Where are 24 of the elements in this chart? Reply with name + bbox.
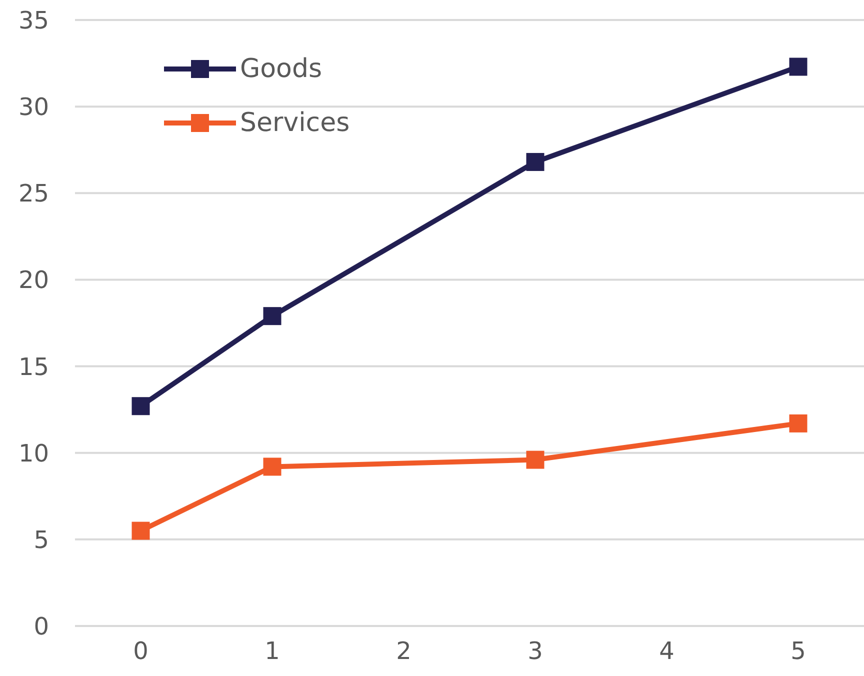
x-tick-label: 3 <box>528 637 543 666</box>
legend-label: Goods <box>240 54 322 84</box>
x-tick-label: 4 <box>659 637 674 666</box>
x-tick-label: 0 <box>133 637 148 666</box>
point <box>789 414 808 432</box>
point <box>132 522 150 540</box>
y-tick-label: 15 <box>18 352 49 381</box>
point <box>263 458 282 476</box>
y-tick-label: 20 <box>18 266 49 294</box>
point <box>132 397 150 416</box>
y-tick-label: 10 <box>18 439 49 468</box>
legend-label: Services <box>240 108 350 138</box>
x-tick-label: 2 <box>396 637 412 666</box>
y-tick-label: 0 <box>34 612 49 641</box>
y-tick-label: 30 <box>18 93 49 122</box>
x-tick-label: 1 <box>264 637 280 666</box>
y-tick-label: 5 <box>34 526 49 554</box>
y-tick-label: 25 <box>18 180 49 208</box>
point <box>526 152 544 171</box>
x-tick-label: 5 <box>790 637 806 666</box>
point <box>263 307 282 326</box>
point <box>789 58 808 76</box>
point <box>526 450 544 469</box>
y-tick-label: 35 <box>18 6 49 35</box>
